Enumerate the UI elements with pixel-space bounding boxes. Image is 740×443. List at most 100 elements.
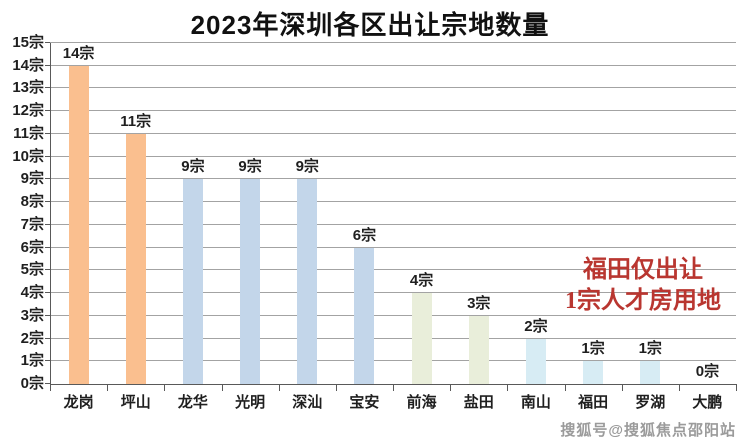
gridline-11 (50, 132, 736, 134)
x-axis-label-2: 龙华 (177, 394, 208, 411)
gridline-15 (50, 42, 736, 43)
gridline-6 (50, 246, 736, 248)
y-axis-tick-label-15: 15宗 (12, 34, 44, 51)
x-axis-tick-3 (222, 384, 223, 391)
bar-value-label-1: 11宗 (120, 112, 152, 130)
y-axis-tick-label-3: 3宗 (20, 306, 44, 324)
y-tick-9 (45, 178, 50, 180)
y-tick-15 (45, 42, 50, 43)
bar-9 (583, 361, 604, 384)
bar-value-label-3: 9宗 (238, 158, 262, 176)
x-axis-tick-0 (50, 384, 51, 391)
y-tick-3 (45, 314, 50, 316)
x-axis-tick-4 (279, 384, 280, 391)
bar-value-label-7: 3宗 (467, 294, 491, 312)
gridline-9 (50, 178, 736, 180)
bar-value-label-8: 2宗 (524, 317, 548, 335)
gridline-13 (50, 87, 736, 89)
x-axis-tick-8 (507, 384, 508, 391)
gridline-14 (50, 64, 736, 66)
annotation-line-1: 福田仅出让 (583, 257, 703, 283)
x-axis-tick-5 (336, 384, 337, 391)
gridline-5 (50, 269, 736, 271)
x-axis-tick-1 (107, 384, 108, 391)
bar-value-label-5: 6宗 (352, 226, 377, 244)
y-tick-8 (45, 201, 50, 203)
y-tick-11 (45, 132, 50, 134)
bar-value-label-9: 1宗 (581, 340, 605, 358)
y-axis-tick-label-5: 5宗 (20, 261, 44, 279)
gridline-8 (50, 201, 736, 203)
y-tick-10 (45, 155, 50, 157)
x-axis-label-10: 罗湖 (635, 394, 666, 411)
y-axis-tick-label-8: 8宗 (20, 193, 44, 211)
bar-1 (125, 133, 146, 384)
y-axis-tick-label-10: 10宗 (12, 147, 44, 165)
x-axis-label-8: 南山 (520, 394, 551, 411)
annotation-line-2: 1宗人才房用地 (565, 288, 721, 314)
y-tick-1 (45, 360, 50, 362)
chart-title: 2023年深圳各区出让宗地数量 (190, 10, 550, 40)
bar-7 (468, 315, 489, 384)
y-tick-7 (45, 223, 50, 225)
x-axis-label-9: 福田 (578, 394, 609, 411)
x-axis-label-11: 大鹏 (692, 394, 723, 411)
x-axis-tick-11 (679, 384, 680, 391)
y-axis-tick-label-4: 4宗 (20, 284, 44, 302)
watermark: 搜狐号@搜狐焦点邵阳站 (560, 422, 736, 439)
bar-5 (354, 247, 375, 384)
y-axis-tick-label-11: 11宗 (13, 124, 44, 142)
x-axis-label-1: 坪山 (120, 394, 151, 411)
bar-0 (68, 65, 89, 384)
y-tick-5 (45, 269, 50, 271)
bar-value-label-2: 9宗 (181, 158, 205, 176)
x-axis-tick-2 (164, 384, 165, 391)
y-axis-tick-label-7: 7宗 (20, 215, 44, 233)
y-axis-tick-label-12: 12宗 (12, 102, 44, 120)
y-axis-tick-label-14: 14宗 (12, 56, 44, 74)
x-axis-label-5: 宝安 (349, 394, 380, 411)
y-tick-0 (45, 383, 50, 384)
y-tick-13 (45, 87, 50, 89)
y-tick-2 (45, 337, 50, 339)
x-axis-label-6: 前海 (406, 394, 437, 411)
bar-6 (411, 293, 432, 384)
y-tick-6 (45, 246, 50, 248)
plot-area: 0宗 1宗 2宗 3宗 4宗 5宗 6宗 7宗 8宗 9宗 10宗 11宗 12宗 13宗 14宗 15宗 14… (12, 34, 737, 411)
y-axis-tick-label-1: 1宗 (20, 352, 44, 370)
y-axis-tick-label-9: 9宗 (20, 170, 44, 188)
x-axis-tick-10 (622, 384, 623, 391)
gridline-3 (50, 314, 736, 316)
x-axis-tick-7 (450, 384, 451, 391)
y-tick-14 (45, 64, 50, 66)
bar-4 (297, 179, 318, 384)
bar-3 (240, 179, 261, 384)
y-tick-4 (45, 292, 50, 294)
x-axis-label-7: 盐田 (463, 394, 494, 411)
bar-value-label-11: 0宗 (695, 363, 720, 380)
bar-10 (640, 361, 661, 384)
x-axis-tick-9 (565, 384, 566, 391)
x-axis-label-4: 深汕 (292, 394, 323, 411)
bar-value-label-4: 9宗 (295, 158, 319, 176)
annotation-futian: 福田仅出让 1宗人才房用地 (545, 255, 740, 317)
gridline-1 (50, 360, 736, 362)
y-axis-tick-label-2: 2宗 (20, 329, 44, 347)
x-axis-label-3: 光明 (235, 394, 266, 411)
x-axis-tick-6 (393, 384, 394, 391)
y-axis-line (50, 43, 51, 385)
x-axis-tick-12 (736, 384, 737, 391)
gridline-4 (50, 292, 736, 294)
gridline-12 (50, 110, 736, 112)
gridline-7 (50, 223, 736, 225)
gridline-2 (50, 337, 736, 339)
bar-8 (525, 338, 546, 384)
y-axis-tick-label-0: 0宗 (20, 375, 44, 392)
bar-value-label-10: 1宗 (638, 340, 662, 358)
bar-value-label-0: 14宗 (62, 44, 95, 62)
y-axis-tick-label-13: 13宗 (12, 79, 44, 97)
y-tick-12 (45, 110, 50, 112)
y-axis-tick-label-6: 6宗 (20, 238, 44, 256)
bar-2 (182, 179, 203, 384)
